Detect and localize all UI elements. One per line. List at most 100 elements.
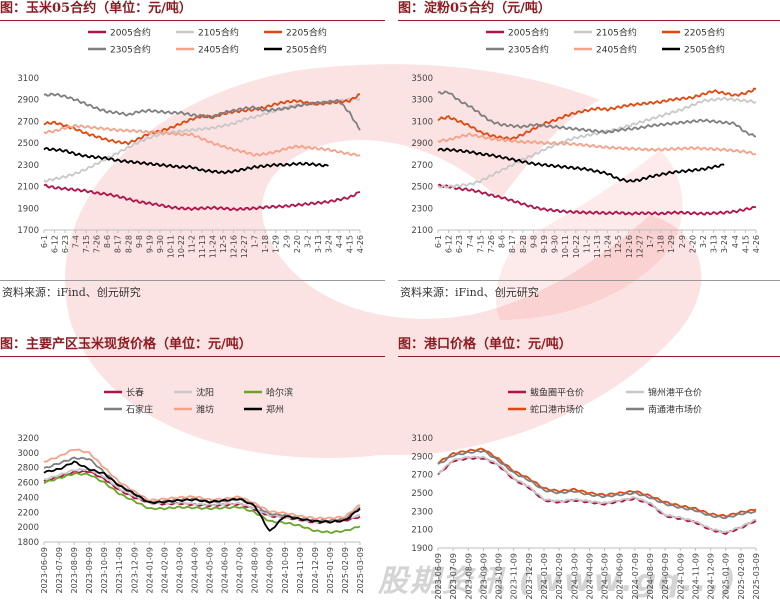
y-tick-label: 2500 xyxy=(17,139,39,149)
x-tick-label: 2023-10-09 xyxy=(100,547,109,594)
x-tick-label: 7-15 xyxy=(82,235,91,253)
y-tick-label: 2800 xyxy=(17,464,39,474)
x-tick-label: 2024-09-09 xyxy=(661,553,670,600)
y-tick-label: 2100 xyxy=(17,183,39,193)
x-tick-label: 2023-07-09 xyxy=(55,547,64,594)
x-tick-label: 2024-08-09 xyxy=(251,547,260,594)
panel-corn-05-contract: 图：玉米05合约（单位：元/吨） 2005合约 2105合约 2205合约 2305合… xyxy=(0,0,385,300)
legend-label: 锦州港平仓价 xyxy=(648,387,702,399)
x-tick-label: 1-18 xyxy=(261,235,270,253)
x-tick-label: 11-2 xyxy=(582,235,591,253)
title-rule xyxy=(398,356,780,357)
legend-label: 2005合约 xyxy=(508,27,549,39)
x-tick-label: 2025-03-09 xyxy=(752,553,761,600)
x-tick-label: 2024-10-09 xyxy=(676,553,685,600)
source-rule xyxy=(0,280,385,281)
series-line-3 xyxy=(43,456,361,523)
x-tick-label: 2024-04-09 xyxy=(190,547,199,594)
y-tick-label: 2100 xyxy=(411,226,433,236)
x-tick-label: 2025-01-09 xyxy=(326,547,335,594)
x-tick-label: 9-30 xyxy=(551,235,560,253)
legend-label: 2005合约 xyxy=(110,27,151,39)
y-tick-label: 3300 xyxy=(411,96,433,106)
y-tick-label: 2900 xyxy=(17,96,39,106)
x-tick-label: 9-8 xyxy=(529,235,538,248)
legend-label: 2305合约 xyxy=(508,44,549,56)
series-line-3 xyxy=(437,90,757,138)
x-tick-label: 2023-10-09 xyxy=(495,553,504,600)
y-tick-label: 2700 xyxy=(411,471,433,481)
x-tick-label: 8-6 xyxy=(498,235,507,248)
legend-label: 2405合约 xyxy=(198,44,239,56)
x-tick-label: 2024-01-09 xyxy=(145,547,154,594)
x-tick-label: 2023-08-09 xyxy=(464,553,473,600)
panel-starch-05-contract: 图：淀粉05合约（元/吨） 2005合约 2105合约 2205合约 2305合约 24… xyxy=(398,0,780,300)
x-tick-label: 2024-11-09 xyxy=(691,553,700,600)
x-tick-label: 2023-11-09 xyxy=(115,547,124,594)
y-tick-label: 2400 xyxy=(17,493,39,503)
panel-corn-spot-price: 图：主要产区玉米现货价格（单位：元/吨） 长春 沈阳 哈尔滨 石家庄 潍坊 郑州 1800 2… xyxy=(0,336,385,608)
x-tick-label: 8-28 xyxy=(124,235,133,253)
x-tick-label: 11-24 xyxy=(604,235,613,258)
x-tick-label: 2023-09-09 xyxy=(85,547,94,594)
series-line-4 xyxy=(437,132,757,156)
x-tick-label: 8-6 xyxy=(103,235,112,248)
y-tick-label: 3100 xyxy=(411,434,433,444)
y-tick-label: 3100 xyxy=(17,74,39,84)
x-tick-label: 2024-07-09 xyxy=(236,547,245,594)
legend-label: 蛇口港市场价 xyxy=(530,404,584,416)
y-tick-label: 2300 xyxy=(411,507,433,517)
y-tick-label: 1700 xyxy=(17,226,39,236)
y-tick-label: 2600 xyxy=(17,479,39,489)
x-tick-label: 7-26 xyxy=(93,235,102,253)
x-tick-label: 2024-02-09 xyxy=(160,547,169,594)
x-tick-label: 8-17 xyxy=(508,235,517,253)
title-rule xyxy=(0,20,385,21)
x-tick-label: 3-2 xyxy=(699,235,708,248)
x-tick-label: 8-17 xyxy=(114,235,123,253)
legend-label: 南通港市场价 xyxy=(648,404,702,416)
x-tick-label: 3-2 xyxy=(303,235,312,248)
x-tick-label: 12-27 xyxy=(240,235,249,258)
series-line-3 xyxy=(43,92,361,131)
x-tick-label: 2023-12-09 xyxy=(130,547,139,594)
series-line-0 xyxy=(437,183,757,216)
x-tick-label: 2024-06-09 xyxy=(221,547,230,594)
panel-port-price: 图：港口价格（单位：元/吨） 鲅鱼圈平仓价 锦州港平仓价 蛇口港市场价 南通港市场价 1… xyxy=(398,336,780,608)
x-tick-label: 10-22 xyxy=(572,235,581,258)
y-tick-label: 3100 xyxy=(411,117,433,127)
x-tick-label: 2023-11-09 xyxy=(510,553,519,600)
y-tick-label: 2200 xyxy=(17,508,39,518)
x-tick-label: 10-11 xyxy=(561,235,570,258)
x-tick-label: 12-16 xyxy=(625,235,634,258)
x-tick-label: 12-5 xyxy=(614,235,623,253)
title-rule xyxy=(0,356,385,357)
x-tick-label: 2-9 xyxy=(678,235,687,248)
x-tick-label: 8-28 xyxy=(519,235,528,253)
x-tick-label: 2024-05-09 xyxy=(601,553,610,600)
series-line-2 xyxy=(43,472,361,534)
x-tick-label: 4-26 xyxy=(356,235,365,253)
legend-label: 2105合约 xyxy=(198,27,239,39)
x-tick-label: 9-19 xyxy=(145,235,154,253)
series-line-5 xyxy=(437,147,725,183)
legend-label: 2105合约 xyxy=(596,27,637,39)
x-tick-label: 4-4 xyxy=(731,235,740,248)
x-tick-label: 2023-09-09 xyxy=(479,553,488,600)
series-line-5 xyxy=(43,147,329,175)
x-tick-label: 4-15 xyxy=(741,235,750,253)
panel-title: 图：主要产区玉米现货价格（单位：元/吨） xyxy=(0,337,252,352)
watermark-logo-inner xyxy=(496,150,683,320)
y-tick-label: 2900 xyxy=(411,452,433,462)
x-tick-label: 6-23 xyxy=(455,235,464,253)
x-tick-label: 2023-06-09 xyxy=(40,547,49,594)
legend-label: 郑州 xyxy=(266,404,284,416)
y-tick-label: 3200 xyxy=(17,434,39,444)
watermark-text: 股期资讯 (www.gq...) xyxy=(378,564,738,599)
x-tick-label: 6-1 xyxy=(434,235,443,248)
y-tick-label: 2700 xyxy=(17,117,39,127)
legend-label: 潍坊 xyxy=(196,404,214,416)
x-tick-label: 7-15 xyxy=(476,235,485,253)
series-line-1 xyxy=(437,455,757,533)
